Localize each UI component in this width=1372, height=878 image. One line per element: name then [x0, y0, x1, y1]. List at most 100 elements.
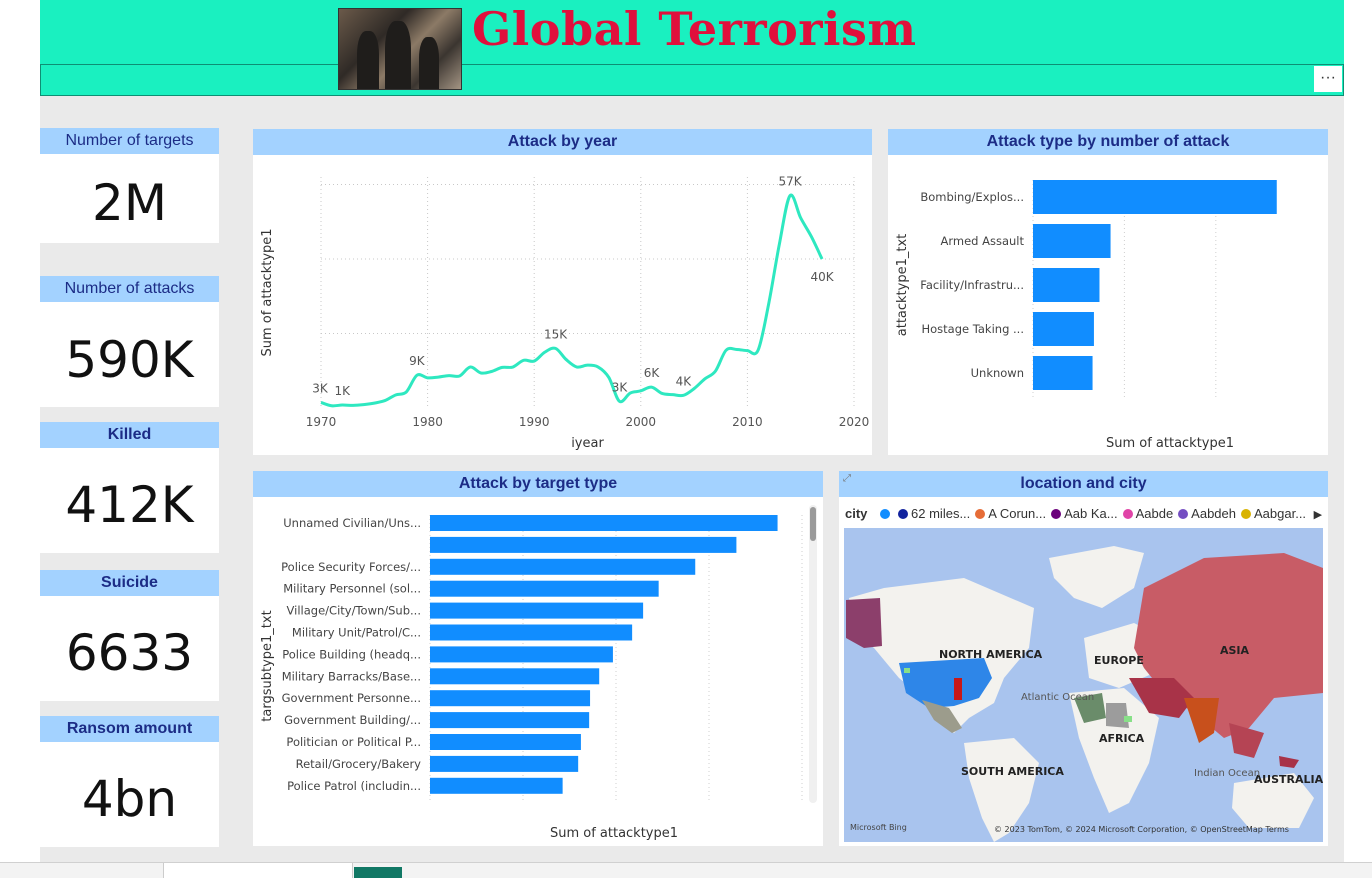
- legend-item[interactable]: Aabde: [1135, 506, 1174, 521]
- data-label: 40K: [810, 270, 834, 284]
- data-point: [554, 347, 556, 349]
- map-brand: Microsoft Bing: [850, 823, 907, 832]
- bar: [1033, 268, 1100, 302]
- category-label: Government Building/...: [284, 713, 421, 727]
- x-tick-label: 2010: [732, 415, 763, 429]
- category-label: Politician or Political P...: [286, 735, 421, 749]
- map-attribution: © 2023 TomTom, © 2024 Microsoft Corporat…: [994, 825, 1289, 834]
- data-point: [501, 366, 503, 368]
- data-label: 9K: [409, 354, 426, 368]
- add-page-button[interactable]: [354, 867, 402, 878]
- bar: [430, 755, 579, 772]
- card-label: Ransom amount: [40, 716, 219, 742]
- x-tick-label: 2020: [839, 415, 870, 429]
- chart-title: Attack by target type: [253, 471, 823, 497]
- legend-item[interactable]: A Corun...: [988, 506, 1047, 521]
- bar: [430, 690, 591, 707]
- legend-dot: [898, 509, 909, 519]
- data-point: [800, 217, 802, 219]
- card-killed[interactable]: Killed 412K: [40, 422, 219, 553]
- data-point: [608, 376, 610, 378]
- card-suicide[interactable]: Suicide 6633: [40, 570, 219, 701]
- card-number-of-targets[interactable]: Number of targets 2M: [40, 128, 219, 243]
- data-point: [576, 366, 578, 368]
- category-label: Bombing/Explos...: [920, 190, 1024, 204]
- bar: [430, 515, 778, 531]
- png-shape: [1279, 756, 1299, 768]
- data-label: 57K: [778, 175, 802, 189]
- data-point: [330, 405, 332, 407]
- bar: [430, 602, 644, 619]
- data-label: 1K: [335, 384, 352, 398]
- attack-type-chart: Bombing/Explos... Armed Assault Facility/I…: [895, 180, 1277, 451]
- card-number-of-attacks[interactable]: Number of attacks 590K: [40, 276, 219, 407]
- attack-type-visual[interactable]: Attack type by number of attack Bombing/…: [888, 129, 1328, 455]
- bar: [430, 646, 613, 663]
- x-tick-label: 1980: [412, 415, 443, 429]
- data-label: 3K: [612, 380, 629, 394]
- attack-by-year-visual[interactable]: Attack by year 1970 1980 1990 2000 2010 2020 3…: [253, 129, 872, 455]
- data-point: [512, 366, 514, 368]
- banner-photo: [338, 8, 462, 90]
- data-point: [789, 194, 791, 196]
- category-label: Facility/Infrastru...: [920, 278, 1024, 292]
- legend-title: city: [845, 506, 868, 521]
- category-label: Hostage Taking ...: [922, 322, 1025, 336]
- legend-dot: [880, 509, 891, 519]
- legend-item[interactable]: 62 miles...: [911, 506, 971, 521]
- data-point: [725, 349, 727, 351]
- legend-dot: [1178, 509, 1189, 519]
- chart-title: Attack by year: [253, 129, 872, 155]
- card-label: Suicide: [40, 570, 219, 596]
- data-point: [458, 375, 460, 377]
- middle-east-region: [1129, 678, 1194, 718]
- data-point: [522, 359, 524, 361]
- y-axis-title: targsubtype1_txt: [260, 610, 275, 721]
- data-point: [384, 399, 386, 401]
- legend-item[interactable]: Aabgar...: [1254, 506, 1307, 521]
- page-tab[interactable]: [258, 863, 353, 878]
- card-ransom-amount[interactable]: Ransom amount 4bn: [40, 716, 219, 847]
- legend-item[interactable]: Aabdeh: [1191, 506, 1236, 521]
- category-label: Military Personnel (sol...: [283, 582, 421, 596]
- legend-next-icon[interactable]: ▶: [1313, 509, 1323, 521]
- data-point: [394, 394, 396, 396]
- x-tick-label: 1970: [306, 415, 337, 429]
- category-label: Village/City/Town/Sub...: [287, 604, 421, 618]
- x-axis-title: iyear: [571, 436, 604, 451]
- region-label: AFRICA: [1099, 732, 1145, 745]
- category-label: Government Personne...: [282, 691, 421, 705]
- target-chart-scrollbar[interactable]: [809, 505, 817, 803]
- region-label: AUSTRALIA: [1254, 773, 1323, 786]
- scrollbar-thumb[interactable]: [810, 507, 816, 541]
- attack-by-target-visual[interactable]: Attack by target type Unnamed Civilian/U…: [253, 471, 823, 846]
- india-shape: [1184, 698, 1219, 743]
- bar: [430, 668, 600, 685]
- canada-shape: [884, 603, 1024, 653]
- x-tick-label: 2000: [626, 415, 657, 429]
- bar: [430, 712, 590, 729]
- data-point: [352, 404, 354, 406]
- legend-dot: [975, 509, 986, 519]
- map-legend[interactable]: city 62 miles... A Corun... Aab Ka... Aabde…: [845, 506, 1325, 524]
- data-point: [629, 392, 631, 394]
- legend-dot: [1241, 509, 1251, 519]
- data-point: [426, 377, 428, 379]
- data-point: [586, 364, 588, 366]
- data-point: [650, 386, 652, 388]
- category-label: Military Barracks/Base...: [282, 669, 421, 683]
- legend-item[interactable]: Aab Ka...: [1064, 506, 1118, 521]
- world-map[interactable]: NORTH AMERICA EUROPE ASIA AFRICA SOUTH A…: [844, 528, 1323, 842]
- usa-highlight: [954, 678, 962, 700]
- more-options-button[interactable]: ···: [1314, 66, 1342, 92]
- data-point: [405, 391, 407, 393]
- expand-icon[interactable]: ⤢: [843, 473, 851, 484]
- bar: [1033, 180, 1277, 214]
- data-label: 15K: [544, 327, 568, 341]
- data-point: [565, 358, 567, 360]
- legend-dot: [1051, 509, 1062, 519]
- page-tabs-bar: [0, 862, 1372, 878]
- australia-land: [1232, 773, 1314, 828]
- page-tab[interactable]: [163, 863, 259, 878]
- map-highlight: [1124, 716, 1132, 722]
